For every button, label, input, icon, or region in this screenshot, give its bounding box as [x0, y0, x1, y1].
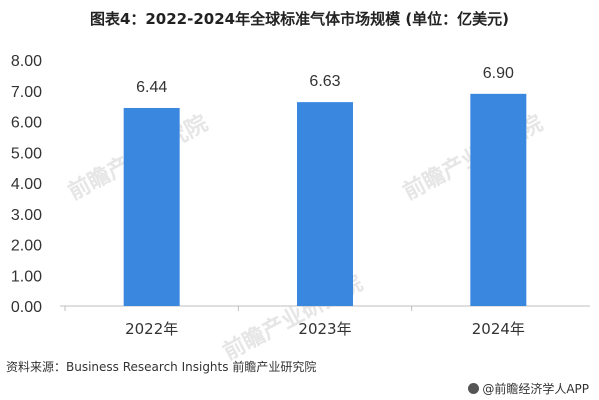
y-tick-label: 4.00 — [11, 176, 42, 193]
x-tick-label: 2023年 — [298, 320, 351, 338]
bar — [470, 93, 527, 306]
bar-value-label: 6.44 — [136, 79, 167, 96]
x-tick-label: 2024年 — [472, 320, 525, 338]
y-tick-label: 6.00 — [11, 115, 42, 132]
y-tick-label: 3.00 — [11, 207, 42, 224]
y-tick-label: 1.00 — [11, 268, 42, 285]
y-tick-label: 5.00 — [11, 145, 42, 162]
y-tick-label: 0.00 — [11, 299, 42, 316]
x-tick-label: 2022年 — [125, 320, 178, 338]
bar-value-label: 6.63 — [309, 73, 340, 90]
bar — [123, 107, 180, 306]
y-tick-label: 7.00 — [11, 84, 42, 101]
y-tick-label: 8.00 — [11, 53, 42, 70]
bar-value-label: 6.90 — [483, 65, 514, 82]
y-tick-label: 2.00 — [11, 238, 42, 255]
chart-title: 图表4：2022-2024年全球标准气体市场规模 (单位：亿美元) — [89, 10, 510, 28]
brand-label: @前瞻经济学人APP — [482, 382, 589, 396]
source-note: 资料来源：Business Research Insights 前瞻产业研究院 — [6, 360, 317, 374]
brand-icon — [468, 383, 480, 394]
bar — [297, 102, 353, 306]
brand-credit: @前瞻经济学人APP — [468, 380, 589, 397]
